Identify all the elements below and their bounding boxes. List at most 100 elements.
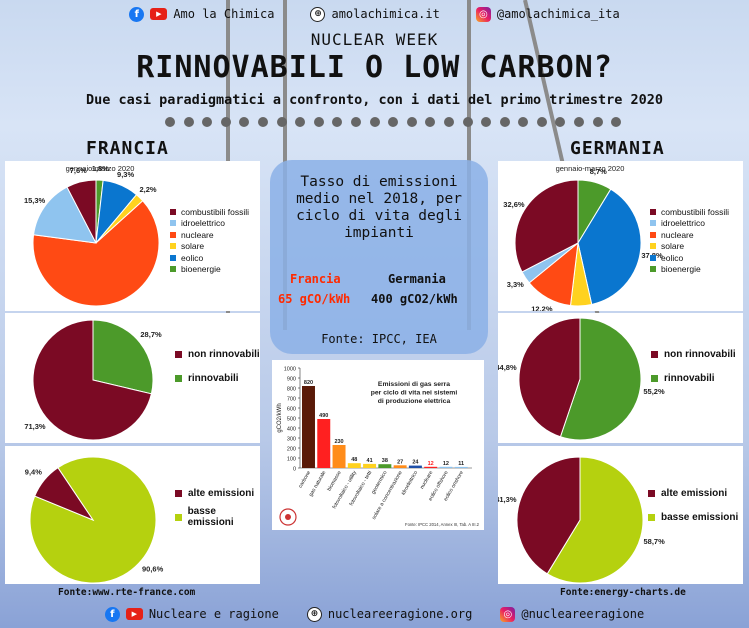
legend-swatch bbox=[651, 350, 658, 358]
youtube-icon[interactable]: ▶ bbox=[150, 8, 168, 20]
y-axis-label: gCO2/kWh bbox=[277, 403, 283, 432]
header-instagram-handle[interactable]: @amolachimica_ita bbox=[496, 7, 620, 21]
bar-value-label: 38 bbox=[382, 458, 388, 464]
legend-label: basse emissioni bbox=[187, 506, 234, 528]
legend-swatch bbox=[170, 220, 176, 227]
bar-value-label: 24 bbox=[412, 460, 419, 466]
france-mix-panel: 1,8%9,3%2,2%63,7%15,3%7,6%gennaio-marzo … bbox=[5, 161, 260, 320]
facebook-icon[interactable]: f bbox=[129, 6, 145, 22]
x-tick-label: carbone bbox=[298, 470, 313, 489]
bar bbox=[363, 463, 377, 468]
legend-item: alte emissioni bbox=[175, 481, 260, 505]
pie-slice-nucleare bbox=[32, 200, 160, 307]
divider-dot bbox=[406, 117, 417, 127]
y-tick-label: 500 bbox=[287, 417, 296, 423]
divider-dot bbox=[481, 117, 492, 127]
legend-label: bioenergie bbox=[661, 264, 701, 275]
footer-website[interactable]: ⊕ nucleareeragione.org bbox=[306, 606, 473, 622]
legend-swatch bbox=[650, 231, 656, 238]
footer-channels[interactable]: f ▶ Nucleare e ragione bbox=[104, 606, 279, 622]
legend-item: basse emissioni bbox=[648, 505, 738, 529]
divider-dot bbox=[388, 117, 399, 127]
legend-item: rinnovabili bbox=[651, 366, 736, 390]
header-website[interactable]: ⊕ amolachimica.it bbox=[310, 6, 440, 22]
legend-label: rinnovabili bbox=[188, 372, 239, 384]
divider-dot bbox=[295, 117, 306, 127]
legend-item: rinnovabili bbox=[175, 366, 260, 390]
legend-label: basse emissioni bbox=[661, 511, 739, 523]
france-renew-legend: non rinnovabili rinnovabili bbox=[175, 342, 260, 390]
legend-label: combustibili fossili bbox=[181, 206, 250, 217]
header-channels[interactable]: f ▶ Amo la Chimica bbox=[129, 6, 275, 22]
legend-item: non rinnovabili bbox=[651, 342, 736, 366]
pie-data-label: 32,6% bbox=[503, 200, 525, 209]
emissions-rate-title: Tasso di emissioni medio nel 2018, per c… bbox=[296, 174, 462, 241]
divider-dot bbox=[462, 117, 473, 127]
divider-dot bbox=[518, 117, 529, 127]
pie-slice-eolico bbox=[577, 188, 642, 306]
legend-swatch bbox=[650, 220, 656, 227]
legend-label: non rinnovabili bbox=[664, 348, 736, 360]
instagram-icon[interactable]: ◎ bbox=[475, 6, 491, 22]
legend-label: eolico bbox=[661, 252, 684, 263]
legend-item: alte emissioni bbox=[648, 481, 738, 505]
divider-dot bbox=[611, 117, 622, 127]
legend-swatch bbox=[648, 489, 655, 497]
logo-icon-core bbox=[285, 514, 291, 520]
y-tick-label: 400 bbox=[287, 427, 296, 433]
bar bbox=[454, 466, 468, 468]
legend-label: solare bbox=[181, 241, 205, 252]
germany-heading: GERMANIA bbox=[570, 138, 665, 159]
legend-item: bioenergie bbox=[650, 264, 729, 276]
pie-slice-alte-emissioni bbox=[34, 466, 95, 522]
france-renew-pie-chart: 28,7% 71,3% bbox=[24, 319, 162, 441]
divider-dot bbox=[499, 117, 510, 127]
pie-slice-alte-emissioni bbox=[516, 456, 581, 575]
pie-data-label: 9,4% bbox=[25, 467, 42, 476]
header-channel-name[interactable]: Amo la Chimica bbox=[173, 7, 275, 21]
divider-dot bbox=[536, 117, 547, 127]
footer-channel-name[interactable]: Nucleare e ragione bbox=[148, 607, 279, 621]
pie-data-label: 12,2% bbox=[531, 305, 553, 311]
x-tick-label: solare a concentrazione bbox=[371, 470, 404, 521]
youtube-icon[interactable]: ▶ bbox=[125, 608, 143, 620]
bar bbox=[378, 464, 392, 468]
legend-swatch bbox=[175, 374, 182, 382]
pie-slice-rinnovabili bbox=[559, 317, 642, 441]
legend-label: combustibili fossili bbox=[661, 206, 730, 217]
legend-label: nucleare bbox=[661, 229, 694, 240]
germany-emissions-panel: 58,7% 41,3% alte emissioni basse emissioni bbox=[495, 446, 743, 584]
header-instagram[interactable]: ◎ @amolachimica_ita bbox=[475, 6, 620, 22]
divider-dot bbox=[257, 117, 268, 127]
divider-dot bbox=[239, 117, 250, 127]
germany-source: Fonte:energy-charts.de bbox=[560, 587, 686, 598]
divider-dot bbox=[369, 117, 380, 127]
footer-social-bar: f ▶ Nucleare e ragione ⊕ nucleareeragion… bbox=[0, 605, 749, 623]
pie-data-label: 41,3% bbox=[498, 495, 517, 504]
pie-data-label: 28,7% bbox=[140, 330, 162, 339]
divider-dot bbox=[202, 117, 213, 127]
divider-dot bbox=[183, 117, 194, 127]
footer-instagram[interactable]: ◎ @nucleareeragione bbox=[500, 606, 645, 622]
pie-data-label: 3,3% bbox=[507, 280, 524, 289]
divider-dot bbox=[276, 117, 287, 127]
france-emissions-pie-chart: 90,6% 9,4% bbox=[25, 456, 164, 584]
header-website-url[interactable]: amolachimica.it bbox=[331, 7, 440, 21]
legend-item: basse emissioni bbox=[175, 505, 260, 529]
pie-data-label: 7,6% bbox=[70, 166, 87, 175]
facebook-icon[interactable]: f bbox=[104, 606, 120, 622]
legend-swatch bbox=[650, 254, 656, 261]
y-tick-label: 600 bbox=[287, 407, 296, 413]
legend-swatch bbox=[648, 513, 655, 521]
pie-slice-combustibili-fossili bbox=[66, 179, 97, 244]
footer-instagram-handle[interactable]: @nucleareeragione bbox=[521, 607, 645, 621]
instagram-icon[interactable]: ◎ bbox=[500, 606, 516, 622]
bar-value-label: 230 bbox=[334, 439, 343, 445]
x-tick-label: biomasse bbox=[326, 470, 342, 492]
legend-label: non rinnovabili bbox=[188, 348, 260, 360]
legend-item: idroelettrico bbox=[170, 218, 249, 230]
pie-slice-rinnovabili bbox=[92, 319, 154, 395]
footer-website-url[interactable]: nucleareeragione.org bbox=[327, 607, 473, 621]
header-social-bar: f ▶ Amo la Chimica ⊕ amolachimica.it ◎ @… bbox=[0, 3, 749, 25]
y-tick-label: 800 bbox=[287, 387, 296, 393]
